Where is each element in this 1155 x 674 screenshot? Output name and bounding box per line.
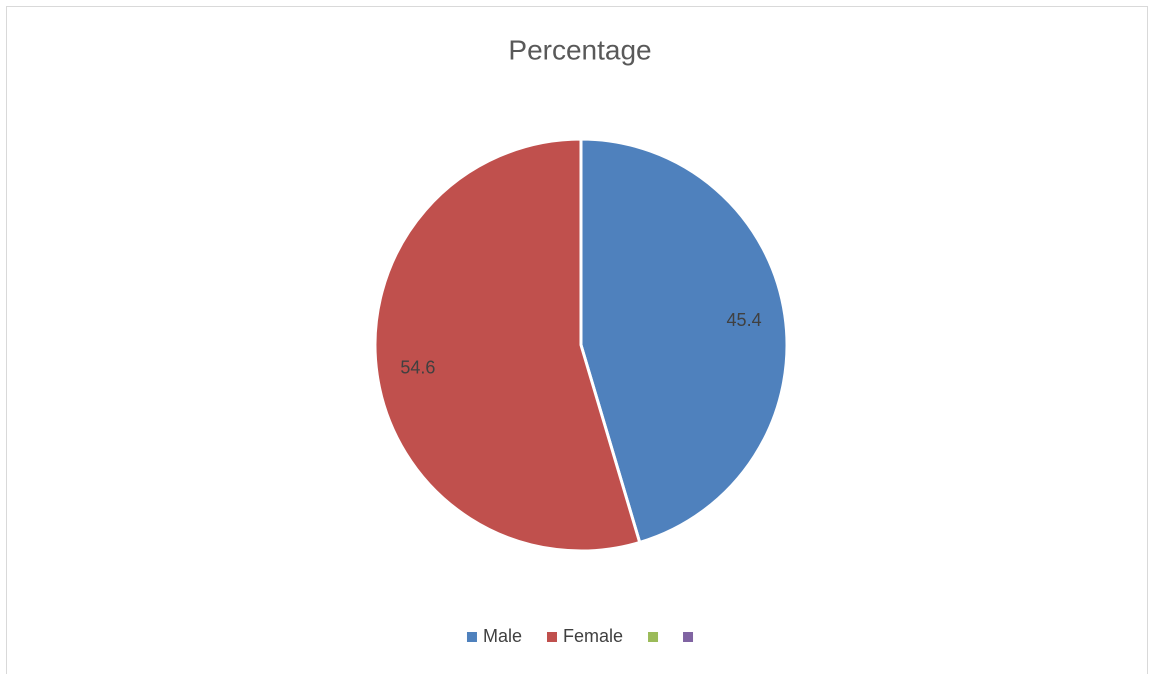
pie-slice xyxy=(373,137,642,553)
legend-swatch xyxy=(683,632,694,642)
legend-label: Male xyxy=(483,626,522,646)
pie-slice xyxy=(579,137,789,545)
data-label: 54.6 xyxy=(400,357,435,377)
legend-label: Female xyxy=(563,626,623,646)
legend-swatch xyxy=(466,632,477,642)
chart-title: Percentage xyxy=(508,34,651,65)
legend-swatch xyxy=(546,632,557,642)
data-label: 45.4 xyxy=(727,310,762,330)
legend-swatch xyxy=(648,632,659,642)
